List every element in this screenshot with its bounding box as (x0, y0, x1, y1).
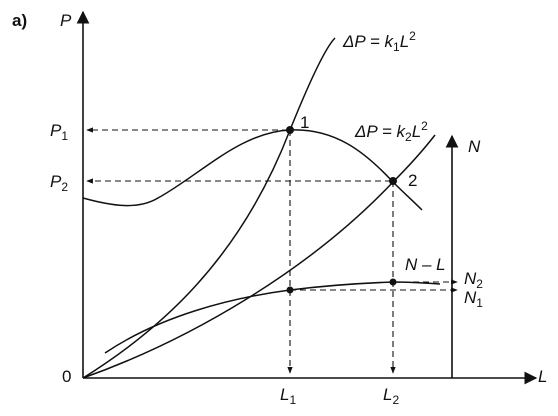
tick-p2: P2 (50, 172, 68, 194)
point-1-dot (286, 126, 294, 134)
y-axis-label: P (60, 11, 72, 30)
label-k1: ΔP = k1L2 (342, 29, 416, 54)
curve-k1 (82, 37, 336, 379)
tick-p1: P1 (50, 121, 68, 143)
tick-l1: L1 (280, 385, 296, 407)
n-l2-dot (389, 278, 397, 286)
origin-label: 0 (62, 367, 71, 386)
tick-n2: N2 (464, 269, 483, 291)
curve-p (82, 129, 423, 211)
n-l1-dot (286, 286, 294, 294)
panel-label: a) (12, 11, 27, 30)
y-axis-right-label: N (468, 137, 481, 156)
point-1-label: 1 (300, 113, 309, 132)
point-2-dot (389, 177, 397, 185)
x-axis-label: L (538, 367, 547, 386)
label-k2: ΔP = k2L2 (354, 119, 428, 144)
point-2-label: 2 (408, 171, 417, 190)
curve-n (104, 281, 441, 354)
tick-l2: L2 (383, 385, 399, 407)
label-n-l: N – L (405, 255, 446, 274)
curve-k2 (82, 134, 436, 379)
tick-n1: N1 (464, 288, 483, 310)
